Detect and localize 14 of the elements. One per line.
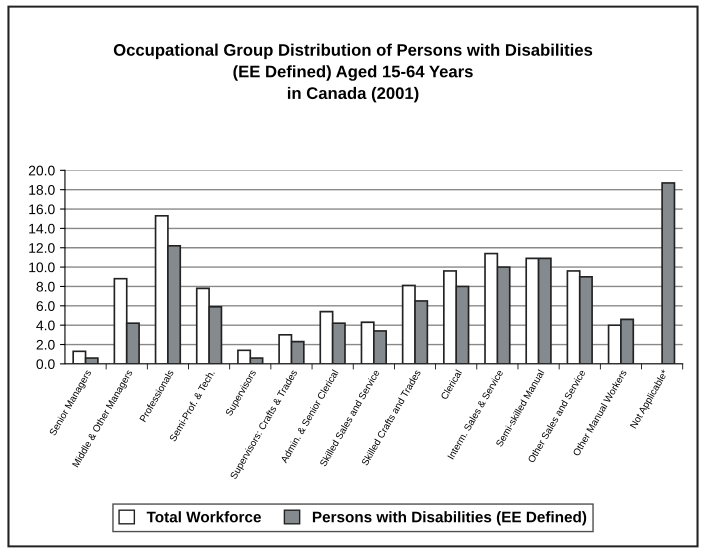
- y-tick-label: 18.0: [29, 185, 55, 195]
- y-tick-label: 20.0: [28, 166, 55, 176]
- legend-label: Persons with Disabilities (EE Defined): [312, 511, 586, 526]
- chart-title: Occupational Group Distribution of Persons with Disabilities (EE Defined) Aged 15-64 Years in Canada (2001): [114, 44, 592, 102]
- y-tick-label: 2.0: [36, 340, 55, 350]
- y-tick-label: 4.0: [36, 320, 55, 330]
- y-tick-label: 14.0: [29, 224, 55, 234]
- legend-label: Total Workforce: [146, 511, 261, 522]
- y-tick-label: 0.0: [36, 359, 55, 370]
- y-tick-label: 6.0: [36, 301, 55, 311]
- y-tick-label: 10.0: [29, 262, 55, 272]
- y-tick-label: 8.0: [36, 282, 55, 292]
- y-tick-label: 16.0: [29, 204, 55, 214]
- y-tick-label: 12.0: [29, 243, 55, 253]
